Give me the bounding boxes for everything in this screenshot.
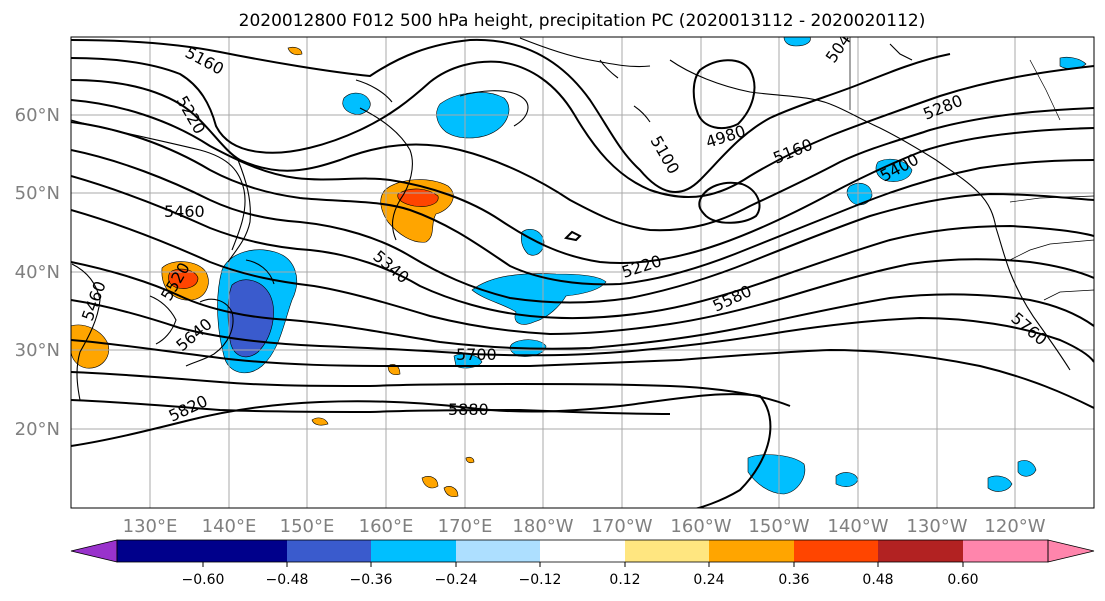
lon-label: 130°W (906, 516, 967, 537)
svg-text:5700: 5700 (456, 345, 497, 364)
colorbar-tick-labels: −0.60 −0.48 −0.36 −0.24 −0.12 0.12 0.24 … (182, 572, 979, 588)
colorbar-tick-label: 0.48 (862, 572, 893, 588)
colorbar-extend-high (1047, 539, 1095, 563)
lon-label: 130°E (123, 516, 178, 537)
colorbar-bin (203, 540, 287, 562)
lon-label: 150°W (748, 516, 809, 537)
height-contours (71, 38, 1094, 508)
svg-text:5460: 5460 (164, 202, 205, 221)
figure-title: 2020012800 F012 500 hPa height, precipit… (239, 11, 926, 31)
lat-axis: 60°N 50°N 40°N 30°N 20°N (15, 105, 60, 440)
map-area: 5160 5220 5460 5520 5460 5640 5340 5820 … (71, 37, 1094, 508)
lon-label: 170°W (591, 516, 652, 537)
colorbar-outline (116, 539, 1049, 563)
colorbar-bin (540, 540, 625, 562)
lon-label: 160°W (670, 516, 731, 537)
colorbar-bin (709, 540, 794, 562)
lat-label: 20°N (15, 419, 60, 440)
colorbar-bin (117, 540, 203, 562)
lat-label: 40°N (15, 262, 60, 283)
colorbar: −0.60 −0.48 −0.36 −0.24 −0.12 0.12 0.24 … (70, 539, 1095, 588)
lat-label: 60°N (15, 105, 60, 126)
colorbar-bin (794, 540, 878, 562)
lon-label: 120°W (984, 516, 1045, 537)
colorbar-tick-label: −0.24 (435, 572, 478, 588)
lon-label: 150°E (280, 516, 335, 537)
lon-label: 170°E (438, 516, 493, 537)
lon-axis: 130°E 140°E 150°E 160°E 170°E 180°W 170°… (123, 516, 1046, 537)
lon-label: 180°W (512, 516, 573, 537)
colorbar-tick-label: 0.36 (778, 572, 809, 588)
map-frame (70, 36, 1095, 509)
colorbar-bin (963, 540, 1048, 562)
colorbar-tick-label: −0.48 (266, 572, 309, 588)
colorbar-extend-low (70, 539, 118, 563)
lon-label: 140°E (202, 516, 257, 537)
lon-label: 140°W (827, 516, 888, 537)
colorbar-bin (456, 540, 540, 562)
colorbar-tick-label: 0.60 (947, 572, 978, 588)
colorbar-tick-label: −0.36 (350, 572, 393, 588)
precip-shading (71, 37, 1087, 498)
colorbar-tick-label: 0.24 (693, 572, 724, 588)
lat-label: 30°N (15, 340, 60, 361)
colorbar-ticks (202, 562, 964, 567)
colorbar-tick-label: −0.60 (182, 572, 225, 588)
lon-label: 160°E (359, 516, 414, 537)
svg-text:5880: 5880 (448, 400, 489, 419)
colorbar-bin (878, 540, 963, 562)
colorbar-tick-label: −0.12 (519, 572, 562, 588)
colorbar-bin (625, 540, 709, 562)
colorbar-bin (371, 540, 456, 562)
colorbar-tick-label: 0.12 (609, 572, 640, 588)
lat-label: 50°N (15, 183, 60, 204)
colorbar-bin (287, 540, 371, 562)
